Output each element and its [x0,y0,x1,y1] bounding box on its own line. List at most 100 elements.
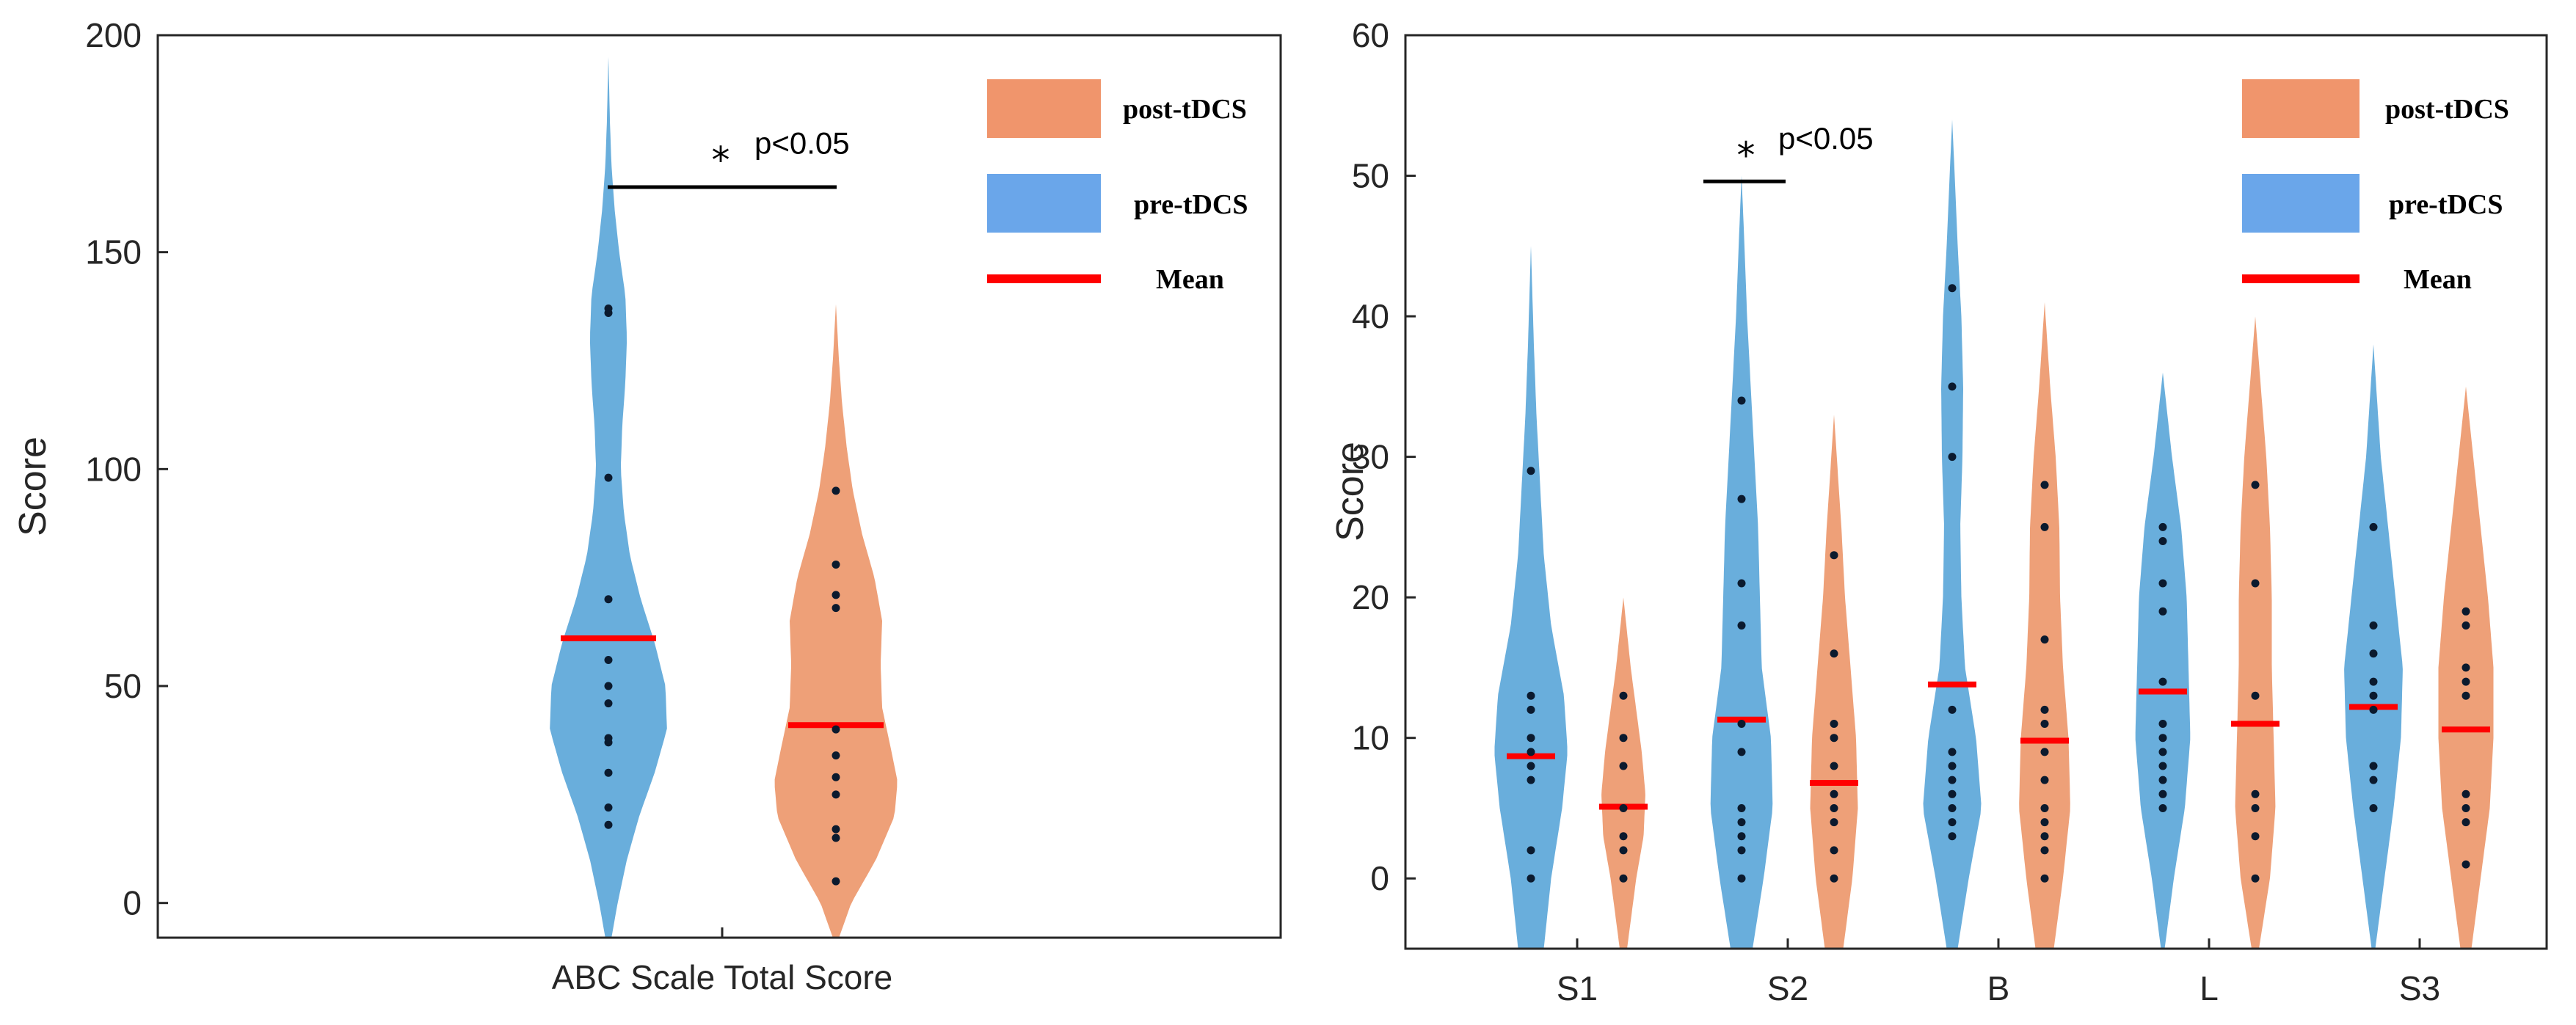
legend-label-mean: Mean [1156,264,1224,295]
right-data-point-s1-post-tdcs [1619,874,1628,883]
right-data-point-s3-pre-tdcs [2369,649,2378,658]
right-data-point-b-pre-tdcs [1948,776,1957,784]
right-data-point-s1-post-tdcs [1619,691,1628,700]
left-data-point-abc-scale-total-score-pre-tdcs [604,820,613,829]
right-data-point-b-post-tdcs [2040,522,2049,531]
left-data-point-abc-scale-total-score-post-tdcs [832,790,840,799]
right-xtick-label: S2 [1767,969,1808,1007]
right-data-point-l-post-tdcs [2251,789,2260,798]
right-violin-s2-pre-tdcs [1710,175,1773,949]
left-ytick-label: 200 [85,16,142,54]
right-data-point-s3-post-tdcs [2462,663,2470,672]
right-data-point-s3-post-tdcs [2462,803,2470,812]
right-ytick-label: 30 [1352,438,1389,476]
left-significance-star: * [712,139,730,182]
right-data-point-s3-post-tdcs [2462,677,2470,686]
right-data-point-l-pre-tdcs [2158,803,2167,812]
left-data-point-abc-scale-total-score-pre-tdcs [604,699,613,708]
right-data-point-s1-pre-tdcs [1527,467,1535,475]
right-data-point-s3-pre-tdcs [2369,705,2378,714]
left-xtick-label: ABC Scale Total Score [552,958,893,996]
right-data-point-b-post-tdcs [2040,481,2049,489]
right-data-point-s3-pre-tdcs [2369,522,2378,531]
left-yticks: 0 50 100 150 200 [85,16,168,922]
right-legend: post-tDCS pre-tDCS Mean [2242,79,2509,295]
legend-label-post: post-tDCS [1123,94,1247,125]
right-data-point-s1-post-tdcs [1619,803,1628,812]
right-data-point-s3-pre-tdcs [2369,677,2378,686]
right-data-point-s2-post-tdcs [1830,649,1838,658]
right-data-point-s2-pre-tdcs [1737,720,1746,729]
left-data-point-abc-scale-total-score-post-tdcs [832,877,840,886]
panel-right: 0 10 20 30 40 50 60 S1 S2 B L S3 Score * p<0.05 po… [1329,16,2548,1007]
left-data-point-abc-scale-total-score-post-tdcs [832,560,840,569]
right-violin-s3-pre-tdcs [2344,344,2403,949]
right-violin-l-pre-tdcs [2135,372,2191,949]
left-data-point-abc-scale-total-score-pre-tdcs [604,734,613,743]
legend-swatch-pre [987,174,1101,233]
left-ytick-label: 100 [85,450,142,488]
left-data-point-abc-scale-total-score-post-tdcs [832,773,840,781]
right-data-point-s1-pre-tdcs [1527,874,1535,883]
legend-swatch-post [987,79,1101,138]
legend-swatch-pre [2242,174,2359,233]
right-data-point-b-post-tdcs [2040,776,2049,784]
right-ytick-label: 60 [1352,16,1389,54]
right-data-point-b-pre-tdcs [1948,748,1957,756]
right-data-point-b-post-tdcs [2040,748,2049,756]
right-data-point-s1-pre-tdcs [1527,776,1535,784]
right-data-point-s2-pre-tdcs [1737,818,1746,827]
left-ylabel: Score [12,437,54,536]
right-data-point-b-post-tdcs [2040,846,2049,855]
right-violins [1494,119,2494,949]
right-data-point-b-pre-tdcs [1948,803,1957,812]
right-data-point-s2-pre-tdcs [1737,846,1746,855]
right-data-point-l-pre-tdcs [2158,537,2167,546]
left-data-point-abc-scale-total-score-post-tdcs [832,486,840,495]
right-data-point-s1-pre-tdcs [1527,748,1535,756]
right-significance-star: * [1737,134,1755,177]
right-data-point-s3-post-tdcs [2462,860,2470,869]
right-data-point-l-post-tdcs [2251,691,2260,700]
right-data-point-s3-pre-tdcs [2369,762,2378,770]
right-ytick-label: 10 [1352,719,1389,757]
right-data-point-s1-post-tdcs [1619,832,1628,841]
left-data-point-abc-scale-total-score-pre-tdcs [604,595,613,604]
right-data-point-s2-post-tdcs [1830,789,1838,798]
right-data-point-l-pre-tdcs [2158,734,2167,743]
right-significance-label: p<0.05 [1778,121,1874,156]
left-legend: post-tDCS pre-tDCS Mean [987,79,1248,295]
right-data-point-s3-post-tdcs [2462,691,2470,700]
right-data-point-s1-post-tdcs [1619,846,1628,855]
legend-label-pre: pre-tDCS [2389,189,2503,220]
right-data-point-s1-pre-tdcs [1527,705,1535,714]
right-data-point-s2-post-tdcs [1830,803,1838,812]
right-data-point-b-pre-tdcs [1948,762,1957,770]
right-data-point-l-pre-tdcs [2158,677,2167,686]
right-data-point-b-pre-tdcs [1948,705,1957,714]
right-data-point-l-pre-tdcs [2158,607,2167,616]
right-data-point-b-post-tdcs [2040,874,2049,883]
right-data-point-s2-pre-tdcs [1737,495,1746,503]
right-data-point-b-pre-tdcs [1948,284,1957,293]
right-axes-frame [1404,34,2548,950]
right-xtick-label: S1 [1557,969,1598,1007]
right-data-point-b-post-tdcs [2040,720,2049,729]
right-data-point-l-post-tdcs [2251,874,2260,883]
right-data-point-l-pre-tdcs [2158,579,2167,588]
right-data-point-b-pre-tdcs [1948,789,1957,798]
legend-swatch-mean [987,274,1101,283]
right-data-point-s2-pre-tdcs [1737,803,1746,812]
right-data-point-s2-pre-tdcs [1737,874,1746,883]
left-violin-abc-scale-total-score-pre-tdcs [550,56,667,938]
right-data-point-s1-pre-tdcs [1527,691,1535,700]
left-ytick-label: 150 [85,233,142,271]
right-data-point-s2-post-tdcs [1830,874,1838,883]
right-data-point-b-post-tdcs [2040,818,2049,827]
left-ytick-label: 0 [123,884,142,922]
right-data-point-s3-post-tdcs [2462,818,2470,827]
right-ytick-label: 40 [1352,297,1389,335]
left-significance-label: p<0.05 [754,126,850,161]
right-data-point-b-post-tdcs [2040,832,2049,841]
